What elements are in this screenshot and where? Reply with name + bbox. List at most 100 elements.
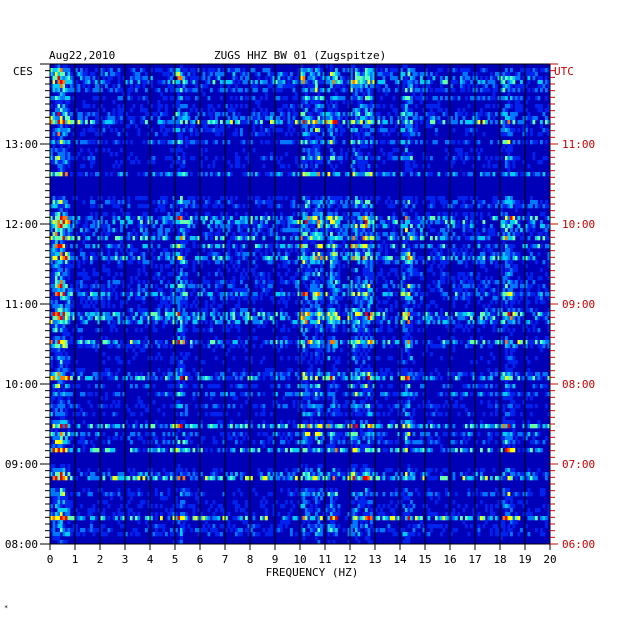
- spectrogram-cell: [67, 152, 71, 157]
- spectrogram-cell: [195, 296, 198, 301]
- spectrogram-cell: [155, 172, 158, 177]
- spectrogram-cell: [57, 124, 61, 129]
- spectrogram-cell: [320, 116, 323, 121]
- spectrogram-cell: [385, 260, 388, 265]
- spectrogram-cell: [290, 244, 293, 249]
- spectrogram-cell: [472, 248, 476, 253]
- spectrogram-cell: [435, 252, 438, 257]
- spectrogram-cell: [500, 156, 503, 161]
- spectrogram-cell: [462, 256, 466, 261]
- spectrogram-cell: [280, 88, 283, 93]
- spectrogram-cell: [237, 288, 241, 293]
- spectrogram-cell: [97, 88, 101, 93]
- spectrogram-cell: [322, 116, 326, 121]
- spectrogram-cell: [445, 256, 448, 261]
- spectrogram-cell: [300, 212, 303, 217]
- spectrogram-cell: [285, 196, 288, 201]
- spectrogram-cell: [427, 204, 431, 209]
- spectrogram-cell: [50, 68, 53, 73]
- spectrogram-cell: [182, 128, 186, 133]
- spectrogram-cell: [107, 124, 111, 129]
- spectrogram-cell: [400, 292, 403, 297]
- spectrogram-cell: [115, 272, 118, 277]
- spectrogram-cell: [335, 132, 338, 137]
- spectrogram-cell: [55, 160, 58, 165]
- spectrogram-cell: [332, 264, 336, 269]
- spectrogram-cell: [357, 80, 361, 85]
- spectrogram-cell: [495, 260, 498, 265]
- spectrogram-cell: [95, 172, 98, 177]
- spectrogram-cell: [155, 220, 158, 225]
- spectrogram-cell: [362, 116, 366, 121]
- spectrogram-cell: [415, 164, 418, 169]
- spectrogram-cell: [282, 164, 286, 169]
- spectrogram-cell: [402, 64, 406, 69]
- spectrogram-cell: [160, 228, 163, 233]
- spectrogram-cell: [195, 96, 198, 101]
- spectrogram-cell: [427, 284, 431, 289]
- spectrogram-cell: [412, 80, 416, 85]
- spectrogram-cell: [157, 68, 161, 73]
- spectrogram-cell: [102, 284, 106, 289]
- spectrogram-cell: [402, 212, 406, 217]
- spectrogram-cell: [502, 228, 506, 233]
- spectrogram-cell: [320, 160, 323, 165]
- spectrogram-cell: [257, 112, 261, 117]
- spectrogram-cell: [67, 160, 71, 165]
- spectrogram-cell: [280, 112, 283, 117]
- spectrogram-cell: [450, 120, 453, 125]
- spectrogram-cell: [90, 252, 93, 257]
- spectrogram-cell: [207, 108, 211, 113]
- spectrogram-cell: [77, 84, 81, 89]
- spectrogram-cell: [57, 112, 61, 117]
- spectrogram-cell: [80, 280, 83, 285]
- spectrogram-cell: [292, 116, 296, 121]
- spectrogram-cell: [292, 228, 296, 233]
- spectrogram-cell: [420, 96, 423, 101]
- spectrogram-cell: [62, 76, 66, 81]
- spectrogram-cell: [145, 284, 148, 289]
- spectrogram-cell: [275, 228, 278, 233]
- spectrogram-cell: [457, 220, 461, 225]
- spectrogram-cell: [242, 276, 246, 281]
- spectrogram-cell: [217, 88, 221, 93]
- spectrogram-cell: [477, 80, 481, 85]
- spectrogram-cell: [100, 292, 103, 297]
- spectrogram-cell: [325, 120, 328, 125]
- spectrogram-cell: [60, 276, 63, 281]
- spectrogram-cell: [327, 276, 331, 281]
- spectrogram-cell: [95, 88, 98, 93]
- spectrogram-cell: [302, 272, 306, 277]
- spectrogram-cell: [402, 116, 406, 121]
- spectrogram-cell: [260, 276, 263, 281]
- spectrogram-cell: [322, 104, 326, 109]
- spectrogram-cell: [247, 72, 251, 77]
- spectrogram-cell: [315, 80, 318, 85]
- spectrogram-cell: [470, 272, 473, 277]
- spectrogram-cell: [300, 104, 303, 109]
- spectrogram-cell: [260, 120, 263, 125]
- spectrogram-cell: [460, 112, 463, 117]
- spectrogram-cell: [442, 292, 446, 297]
- spectrogram-cell: [185, 124, 188, 129]
- spectrogram-cell: [360, 236, 363, 241]
- spectrogram-cell: [472, 224, 476, 229]
- spectrogram-cell: [220, 236, 223, 241]
- spectrogram-cell: [365, 124, 368, 129]
- spectrogram-cell: [157, 140, 161, 145]
- spectrogram-cell: [357, 288, 361, 293]
- spectrogram-cell: [377, 216, 381, 221]
- spectrogram-cell: [462, 232, 466, 237]
- spectrogram-cell: [180, 280, 183, 285]
- spectrogram-cell: [180, 120, 183, 125]
- spectrogram-cell: [182, 236, 186, 241]
- spectrogram-cell: [90, 196, 93, 201]
- spectrogram-cell: [60, 112, 63, 117]
- spectrogram-cell: [337, 204, 341, 209]
- spectrogram-cell: [512, 296, 516, 301]
- spectrogram-cell: [160, 224, 163, 229]
- spectrogram-cell: [282, 244, 286, 249]
- spectrogram-cell: [392, 148, 396, 153]
- spectrogram-cell: [515, 72, 518, 77]
- spectrogram-cell: [355, 128, 358, 133]
